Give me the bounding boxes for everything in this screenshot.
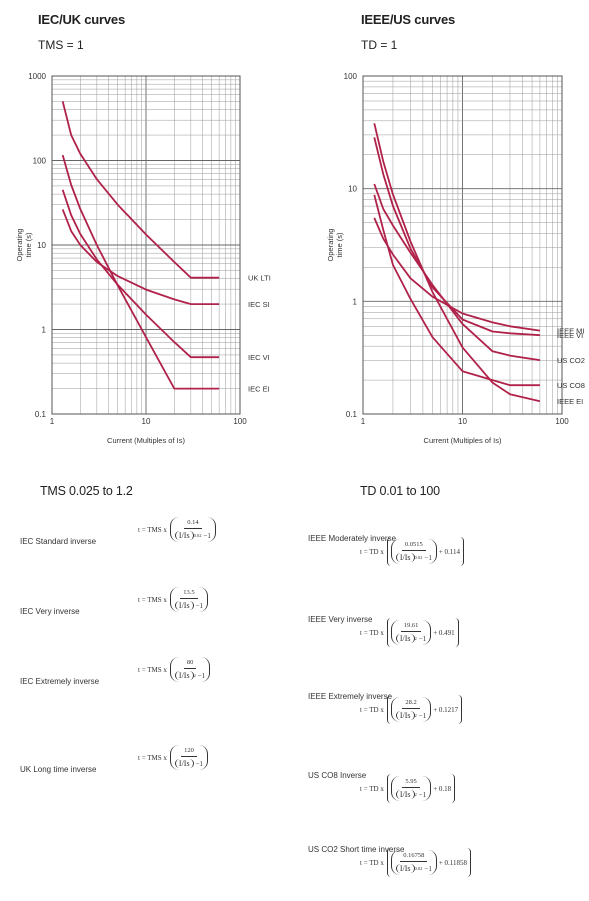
formula-exponent: 0.02 <box>414 866 423 871</box>
x-tick-label: 100 <box>233 417 247 426</box>
series-label: IEEE EI <box>557 397 583 406</box>
formula: t = TMS x 120 I/Is −1 <box>138 745 209 770</box>
formula-lhs: t = TD x <box>360 547 384 556</box>
formula-lhs: t = TMS x <box>138 665 167 674</box>
formula-exponent: 0.02 <box>193 533 202 538</box>
formula-numerator: 0.16758 <box>400 852 428 862</box>
right-range: TD 0.01 to 100 <box>360 484 440 498</box>
series-label: IEC EI <box>248 385 270 394</box>
series-label: IEEE MI <box>557 327 585 336</box>
formula-numerator: 0.14 <box>184 519 202 529</box>
series-line <box>61 189 220 359</box>
formula-lhs: t = TMS x <box>138 753 167 762</box>
series-line <box>61 101 220 279</box>
y-tick-label: 0.1 <box>346 410 358 419</box>
series-line <box>373 137 540 337</box>
series-label: IEEE VI <box>557 331 583 340</box>
formula-constant: + 0.1217 <box>433 705 459 714</box>
formula-exponent: 2 <box>414 636 417 641</box>
x-axis-label: Current (Multiples of Is) <box>107 436 185 445</box>
formula-exponent: 2 <box>193 673 196 678</box>
formula-numerator: 80 <box>183 659 197 669</box>
x-tick-label: 100 <box>555 417 569 426</box>
y-tick-label: 1 <box>42 326 47 335</box>
formula: t = TMS x 13.5 I/Is −1 <box>138 587 209 612</box>
y-tick-label: 10 <box>37 241 46 250</box>
formula-lhs: t = TMS x <box>138 595 167 604</box>
formula-name: IEEE Extremely inverse <box>308 692 393 701</box>
formula-name: US CO2 Short time inverse <box>308 845 405 854</box>
y-axis-label: Operatingtime (s) <box>15 229 33 262</box>
x-tick-label: 10 <box>458 417 467 426</box>
formula: t = TMS x 80 I/Is 2 −1 <box>138 657 211 682</box>
right-chart-setting: TD = 1 <box>361 38 398 52</box>
formula-constant: + 0.11858 <box>438 858 468 867</box>
formula: t = TD x 28.2 I/Is 2 −1 + 0.1217 <box>360 695 463 724</box>
series-line <box>373 183 541 362</box>
formula-constant: + 0.114 <box>438 547 461 556</box>
formula-lhs: t = TD x <box>360 628 384 637</box>
formula-name: IEEE Moderately inverse <box>308 534 397 543</box>
formula-name: IEEE Very inverse <box>308 615 373 624</box>
formula-numerator: 13.5 <box>180 589 198 599</box>
formula-lhs: t = TD x <box>360 784 384 793</box>
y-tick-label: 1 <box>353 297 358 306</box>
y-tick-label: 100 <box>344 72 358 81</box>
formula-name: IEC Extremely inverse <box>20 677 100 686</box>
formula-numerator: 0.0515 <box>401 541 426 551</box>
formula: t = TD x 5.95 I/Is 2 −1 + 0.18 <box>360 774 456 803</box>
formula-name: UK Long time inverse <box>20 765 97 774</box>
series-label: IEC VI <box>248 353 270 362</box>
formula-lhs: t = TD x <box>360 858 384 867</box>
grid <box>362 76 562 415</box>
x-tick-label: 10 <box>142 417 151 426</box>
formula-numerator: 5.95 <box>402 778 420 788</box>
formula-exponent: 2 <box>414 792 417 797</box>
series-line <box>61 154 220 390</box>
series-label: IEC SI <box>248 300 270 309</box>
formula-numerator: 120 <box>181 747 197 757</box>
plot-frame <box>51 75 241 415</box>
formula-name: US CO8 Inverse <box>308 771 367 780</box>
formula-numerator: 19.61 <box>400 622 422 632</box>
formula-exponent: 0.02 <box>414 555 423 560</box>
formula: t = TD x 0.0515 I/Is 0.02 −1 + 0.114 <box>360 537 465 566</box>
formula-constant: + 0.491 <box>433 628 455 637</box>
formula: t = TD x 19.61 I/Is 2 −1 + 0.491 <box>360 618 459 647</box>
series-line <box>373 194 540 387</box>
right-chart-title: IEEE/US curves <box>361 12 456 27</box>
formula-name: IEC Standard inverse <box>20 537 97 546</box>
left-range: TMS 0.025 to 1.2 <box>40 484 133 498</box>
series-line <box>373 123 541 403</box>
formula: t = TD x 0.16758 I/Is 0.02 −1 + 0.11858 <box>360 848 472 877</box>
series-label: UK LTI <box>248 274 271 283</box>
y-tick-label: 100 <box>33 157 47 166</box>
series-line <box>61 209 220 305</box>
formula-constant: + 0.18 <box>433 784 452 793</box>
formula-numerator: 28.2 <box>402 699 420 709</box>
x-tick-label: 1 <box>50 417 55 426</box>
y-tick-label: 0.1 <box>35 410 47 419</box>
y-tick-label: 10 <box>348 185 357 194</box>
formula-lhs: t = TMS x <box>138 525 167 534</box>
formula: t = TMS x 0.14 I/Is 0.02 −1 <box>138 517 216 542</box>
formula-name: IEC Very inverse <box>20 607 80 616</box>
left-chart-setting: TMS = 1 <box>38 38 84 52</box>
formula-exponent: 2 <box>414 713 417 718</box>
formula-lhs: t = TD x <box>360 705 384 714</box>
series-label: US CO2 <box>557 356 585 365</box>
series-label: US CO8 <box>557 381 585 390</box>
y-axis-label: Operatingtime (s) <box>326 229 344 262</box>
left-chart-title: IEC/UK curves <box>38 12 125 27</box>
x-tick-label: 1 <box>361 417 366 426</box>
x-axis-label: Current (Multiples of Is) <box>424 436 502 445</box>
plot-frame <box>362 75 563 415</box>
y-tick-label: 1000 <box>28 72 46 81</box>
